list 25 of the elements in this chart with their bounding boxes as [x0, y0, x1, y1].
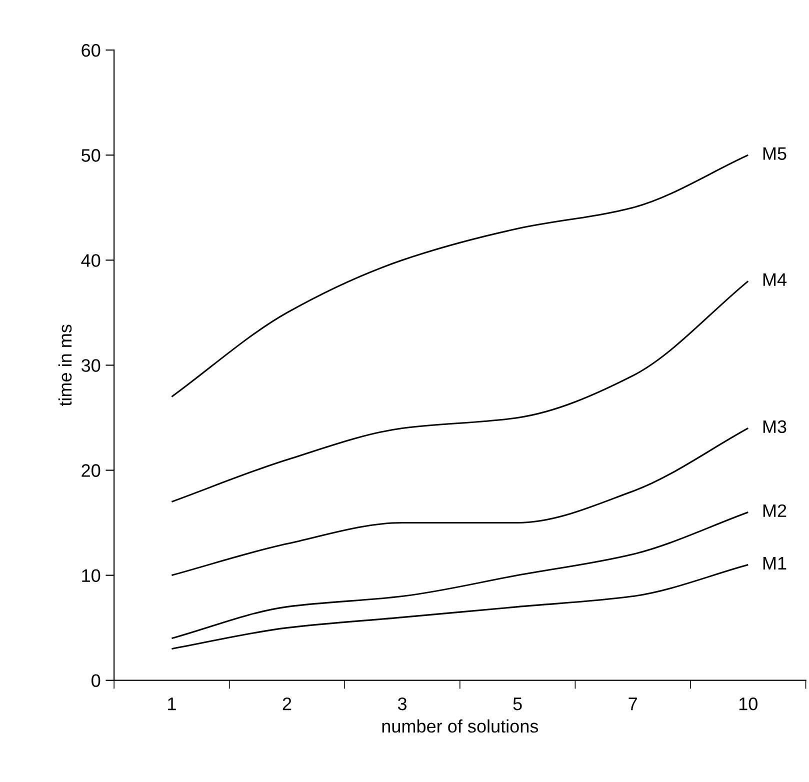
x-axis-title: number of solutions: [382, 719, 538, 733]
y-tick-label: 10: [82, 569, 100, 582]
series-label: M4: [763, 273, 787, 286]
y-axis-title: time in ms: [58, 324, 72, 406]
series-label: M2: [763, 504, 786, 517]
y-tick-label: 60: [82, 44, 100, 57]
y-tick-label: 20: [82, 464, 100, 477]
y-tick-label: 40: [81, 254, 100, 267]
y-tick-label: 30: [81, 359, 100, 372]
x-tick-label: 7: [628, 698, 637, 710]
series-label: M1: [763, 557, 786, 570]
y-tick-label: 0: [92, 674, 100, 688]
series-label: M5: [763, 147, 786, 160]
line-series: [170, 154, 749, 398]
x-tick-label: 3: [398, 697, 407, 710]
x-tick-label: 10: [739, 697, 758, 710]
x-tick-label: 2: [282, 697, 292, 710]
line-series: [170, 280, 749, 503]
x-tick-label: 5: [513, 698, 522, 710]
line-series: [170, 427, 749, 576]
line-series: [170, 511, 749, 640]
x-tick-label: 1: [168, 698, 176, 710]
y-tick-label: 50: [82, 149, 100, 162]
line-series: [170, 564, 749, 650]
series-label: M3: [763, 420, 786, 434]
